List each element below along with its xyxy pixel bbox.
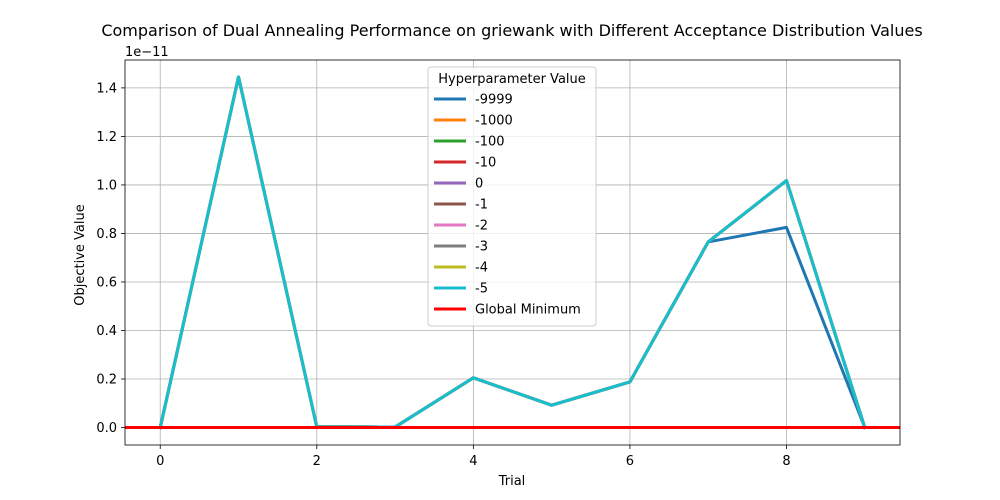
x-axis-label: Trial — [498, 474, 526, 489]
x-tick-label-3: 6 — [626, 454, 634, 469]
legend-label-0: -9999 — [475, 93, 513, 108]
x-tick-label-0: 0 — [156, 454, 164, 469]
plot-area: 0 2 4 6 8 0.0 0.2 0.4 0.6 0.8 1.0 1.2 1.4 Hyperparame… — [96, 59, 901, 469]
legend-label-3: -10 — [475, 156, 496, 171]
y-tick-label-2: 0.4 — [96, 324, 117, 339]
legend-label-10: Global Minimum — [475, 303, 581, 318]
y-offset-label: 1e−11 — [125, 45, 169, 60]
y-tick-label-3: 0.6 — [96, 275, 117, 290]
y-tick-label-5: 1.0 — [96, 178, 117, 193]
y-tick-label-7: 1.4 — [96, 81, 117, 96]
legend-label-1: -1000 — [475, 114, 513, 129]
chart-title: Comparison of Dual Annealing Performance… — [101, 21, 922, 40]
legend-label-8: -4 — [475, 261, 488, 276]
legend-label-7: -3 — [475, 240, 488, 255]
legend-label-6: -2 — [475, 219, 488, 234]
y-tick-label-4: 0.8 — [96, 227, 117, 242]
legend-label-5: -1 — [475, 198, 488, 213]
y-tick-label-0: 0.0 — [96, 421, 117, 436]
axes-frame — [124, 59, 901, 446]
series-group — [125, 75, 900, 430]
legend: Hyperparameter Value-9999-1000-100-100-1… — [427, 66, 597, 327]
y-axis-label: Objective Value — [73, 204, 88, 305]
legend-title: Hyperparameter Value — [438, 72, 586, 87]
x-tick-label-4: 8 — [782, 454, 790, 469]
y-tick-label-6: 1.2 — [96, 130, 117, 145]
legend-label-4: 0 — [475, 177, 483, 192]
x-tick-label-1: 2 — [313, 454, 321, 469]
legend-box — [427, 66, 597, 327]
x-tick-label-2: 4 — [469, 454, 477, 469]
legend-label-2: -100 — [475, 135, 505, 150]
series-line-9 — [158, 75, 867, 430]
y-tick-label-1: 0.2 — [96, 373, 117, 388]
legend-label-9: -5 — [475, 282, 488, 297]
